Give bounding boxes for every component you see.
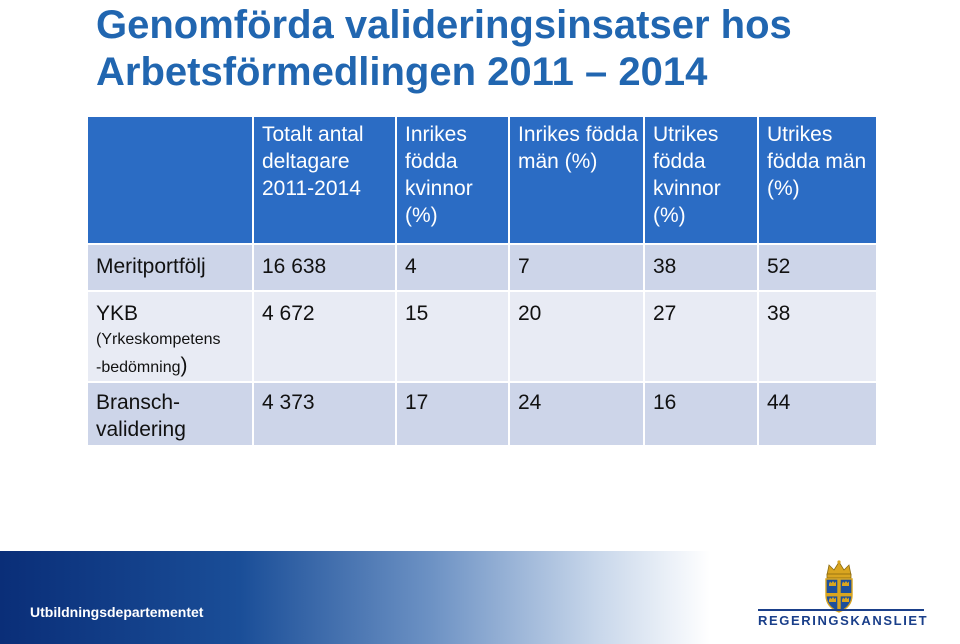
slide-title-line2: Arbetsförmedlingen 2011 – 2014 (96, 50, 708, 94)
cell-foreign-women: 27 (644, 291, 759, 383)
row-label-sub-close: ) (180, 354, 188, 377)
row-label: Bransch- validering (88, 382, 254, 447)
table-header-foreign-men: Utrikes födda män (%) (758, 117, 878, 245)
department-name: Utbildningsdepartementet (30, 604, 204, 620)
table-header-corner (88, 117, 254, 245)
row-label-sub-2-text: -bedömning (96, 359, 181, 376)
cell-domestic-women: 15 (396, 291, 510, 383)
cell-total: 16 638 (253, 244, 397, 292)
row-label-sub-2: -bedömning) (96, 353, 252, 381)
table-header-total: Totalt antal deltagare 2011-2014 (253, 117, 397, 245)
cell-foreign-women: 16 (644, 382, 759, 447)
logo-rule (758, 609, 924, 611)
row-label: Meritportfölj (88, 244, 254, 292)
row-label: YKB (Yrkeskompetens -bedömning) (88, 291, 254, 383)
table-header-row: Totalt antal deltagare 2011-2014 Inrikes… (88, 117, 878, 245)
regeringskansliet-logo: REGERINGSKANSLIET (754, 559, 954, 639)
cell-domestic-men: 7 (509, 244, 645, 292)
slide-title-line1: Genomförda valideringsinsatser hos (96, 3, 792, 47)
row-label-main: YKB (96, 302, 139, 325)
table-row: YKB (Yrkeskompetens -bedömning) 4 672 15… (88, 291, 878, 383)
cell-foreign-men: 52 (758, 244, 878, 292)
slide-title: Genomförda valideringsinsatser hos Arbet… (96, 2, 936, 96)
cell-domestic-men: 24 (509, 382, 645, 447)
cell-foreign-men: 44 (758, 382, 878, 447)
table-row: Bransch- validering 4 373 17 24 16 44 (88, 382, 878, 447)
logo-wordmark: REGERINGSKANSLIET (758, 613, 929, 628)
row-label-sub-1: (Yrkeskompetens (96, 331, 221, 348)
cell-domestic-women: 4 (396, 244, 510, 292)
table-header-domestic-women: Inrikes födda kvinnor (%) (396, 117, 510, 245)
row-label-line1: Bransch- (96, 391, 181, 414)
table-header-foreign-women: Utrikes födda kvinnor (%) (644, 117, 759, 245)
cell-foreign-men: 38 (758, 291, 878, 383)
row-label-line2: validering (96, 418, 186, 441)
cell-foreign-women: 38 (644, 244, 759, 292)
cell-total: 4 373 (253, 382, 397, 447)
table-header-domestic-men: Inrikes födda män (%) (509, 117, 645, 245)
footer-band: Utbildningsdepartementet REGERINGSKANSLI… (0, 551, 960, 644)
cell-domestic-men: 20 (509, 291, 645, 383)
crown-shield-icon (825, 560, 853, 613)
data-table: Totalt antal deltagare 2011-2014 Inrikes… (88, 117, 878, 447)
table-row: Meritportfölj 16 638 4 7 38 52 (88, 244, 878, 292)
cell-total: 4 672 (253, 291, 397, 383)
cell-domestic-women: 17 (396, 382, 510, 447)
